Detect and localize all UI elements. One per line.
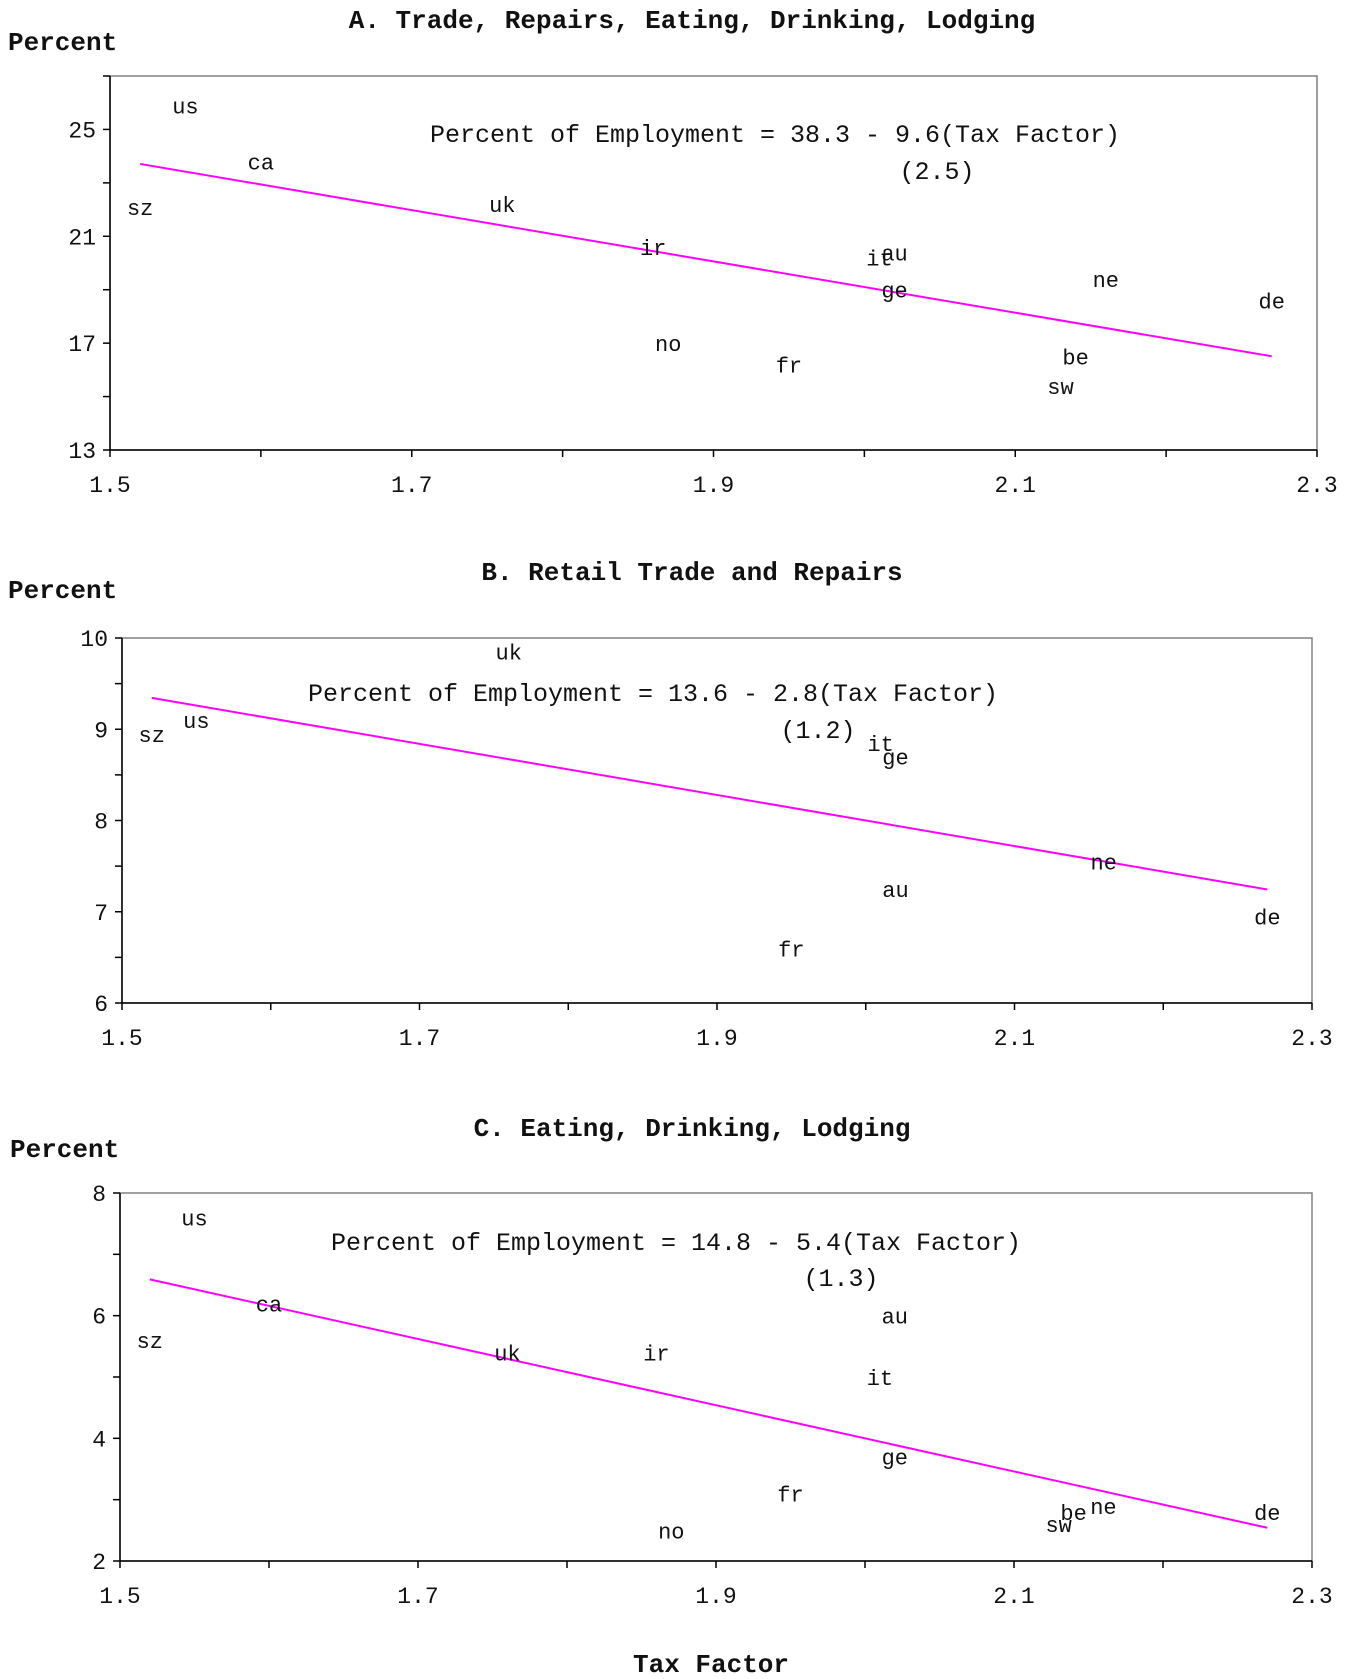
panel-a-point-ca: ca [248, 151, 274, 176]
panel-a-point-fr: fr [776, 355, 802, 380]
panel-c-point-ne: ne [1090, 1496, 1116, 1521]
panel-b-y-tick-label: 7 [94, 901, 108, 927]
panel-b-y-tick-label: 10 [80, 627, 108, 653]
panel-c-point-fr: fr [777, 1484, 803, 1509]
panel-b-point-sz: sz [139, 724, 165, 749]
panel-c-y-tick-label: 4 [92, 1427, 106, 1453]
panel-b: B. Retail Trade and Repairs Percent Perc… [8, 558, 1333, 1052]
panel-a-title: A. Trade, Repairs, Eating, Drinking, Lod… [349, 6, 1036, 36]
panel-a-point-ne: ne [1093, 269, 1119, 294]
panel-c-x-tick-label: 2.3 [1291, 1584, 1332, 1610]
panel-b-fit-line [151, 696, 1268, 891]
panel-a-x-tick-label: 2.1 [995, 473, 1036, 499]
panel-b-std-error: (1.2) [780, 717, 855, 746]
panel-a-std-error: (2.5) [899, 158, 974, 187]
panel-c-x-tick-label: 1.7 [397, 1584, 438, 1610]
panel-b-x-tick-label: 1.7 [399, 1026, 440, 1052]
panel-c-point-ir: ir [643, 1342, 669, 1367]
panel-a-point-ge: ge [881, 280, 907, 305]
panel-a: A. Trade, Repairs, Eating, Drinking, Lod… [8, 6, 1338, 499]
panel-c-x-tick-label: 1.9 [695, 1584, 736, 1610]
panel-c-point-ge: ge [882, 1447, 908, 1472]
panel-b-point-au: au [882, 879, 908, 904]
panel-a-point-sw: sw [1047, 376, 1073, 401]
panel-c-point-ca: ca [256, 1293, 282, 1318]
panel-a-y-tick-label: 13 [68, 439, 96, 465]
panel-c-point-be: be [1060, 1502, 1086, 1527]
panel-c-point-us: us [181, 1208, 207, 1233]
panel-c-y-tick-label: 8 [92, 1182, 106, 1208]
panel-a-point-it: it [866, 248, 892, 273]
panel-c-x-tick-label: 1.5 [99, 1584, 140, 1610]
panel-c: C. Eating, Drinking, Lodging Percent Per… [10, 1114, 1333, 1610]
panel-c-y-tick-label: 6 [92, 1305, 106, 1331]
panel-a-point-au: au [881, 242, 907, 267]
panel-a-point-ir: ir [640, 237, 666, 262]
panel-c-y-tick-label: 2 [92, 1550, 106, 1576]
panel-a-point-be: be [1062, 347, 1088, 372]
panel-b-y-tick-label: 8 [94, 810, 108, 836]
panel-a-fit-line [140, 162, 1272, 358]
panel-c-fit-line [149, 1278, 1268, 1529]
panel-a-point-sz: sz [127, 197, 153, 222]
panel-a-point-uk: uk [489, 194, 515, 219]
panel-a-x-tick-label: 1.5 [89, 473, 130, 499]
panel-c-x-tick-label: 2.1 [993, 1584, 1034, 1610]
panel-b-x-tick-label: 2.3 [1291, 1026, 1332, 1052]
panel-b-y-tick-label: 6 [94, 992, 108, 1018]
panel-c-point-au: au [882, 1306, 908, 1331]
panel-b-point-it: it [867, 733, 893, 758]
panel-b-point-uk: uk [496, 642, 522, 667]
panel-b-point-us: us [183, 710, 209, 735]
panel-b-equation: Percent of Employment = 13.6 - 2.8(Tax F… [308, 680, 998, 709]
panel-c-equation: Percent of Employment = 14.8 - 5.4(Tax F… [331, 1229, 1021, 1258]
panel-a-y-tick-label: 17 [68, 332, 96, 358]
panel-b-point-fr: fr [778, 938, 804, 963]
panel-b-point-de: de [1254, 906, 1280, 931]
panel-a-y-tick-label: 25 [68, 118, 96, 144]
panel-c-point-it: it [867, 1367, 893, 1392]
panel-b-point-ne: ne [1091, 852, 1117, 877]
panel-c-point-no: no [658, 1520, 684, 1545]
panel-a-x-tick-label: 1.9 [693, 473, 734, 499]
panel-c-point-uk: uk [494, 1342, 520, 1367]
panel-c-std-error: (1.3) [803, 1265, 878, 1294]
panel-a-point-de: de [1259, 290, 1285, 315]
panel-c-point-sz: sz [137, 1330, 163, 1355]
panel-b-y-tick-label: 9 [94, 718, 108, 744]
panel-b-x-tick-label: 1.9 [696, 1026, 737, 1052]
panel-a-ylabel: Percent [8, 28, 117, 58]
panel-b-x-tick-label: 1.5 [101, 1026, 142, 1052]
panel-c-ylabel: Percent [10, 1135, 119, 1165]
panel-c-point-de: de [1254, 1502, 1280, 1527]
panel-a-equation: Percent of Employment = 38.3 - 9.6(Tax F… [430, 121, 1120, 150]
panel-a-x-tick-label: 1.7 [391, 473, 432, 499]
panel-a-point-us: us [172, 95, 198, 120]
panel-c-title: C. Eating, Drinking, Lodging [474, 1114, 911, 1144]
panel-a-point-no: no [655, 333, 681, 358]
panel-c-point-sw: sw [1045, 1514, 1071, 1539]
panel-b-point-ge: ge [882, 747, 908, 772]
panel-a-x-tick-label: 2.3 [1296, 473, 1337, 499]
panel-b-ylabel: Percent [8, 576, 117, 606]
panel-a-y-tick-label: 21 [68, 225, 96, 251]
panel-b-x-tick-label: 2.1 [994, 1026, 1035, 1052]
panel-b-title: B. Retail Trade and Repairs [481, 558, 902, 588]
x-axis-label: Tax Factor [633, 1650, 789, 1679]
